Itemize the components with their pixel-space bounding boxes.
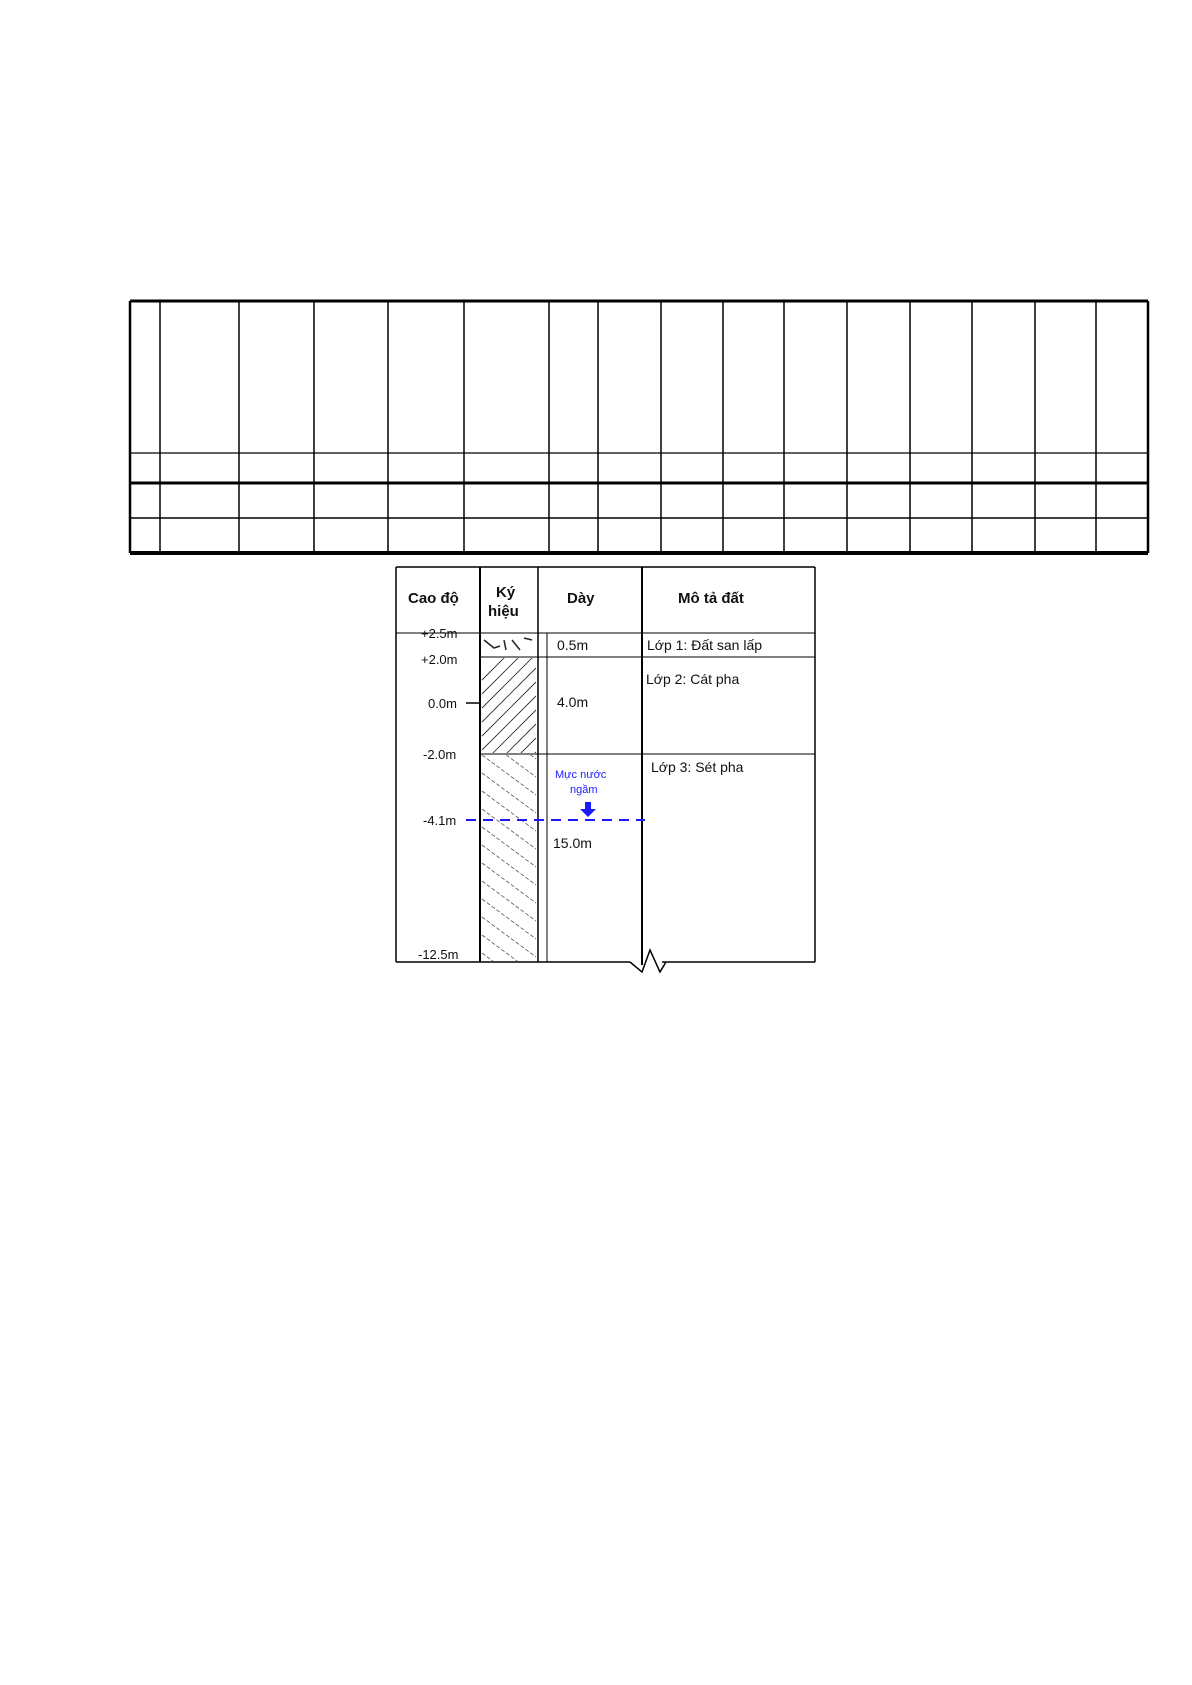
elevation-label: +2.0m	[421, 652, 458, 667]
hatch-line	[481, 658, 519, 695]
hatch-line	[492, 709, 537, 753]
hatch-line	[482, 683, 536, 723]
hatch-line	[529, 755, 537, 760]
hatch-line	[482, 1007, 536, 1047]
hatch-line	[481, 862, 537, 904]
hatch-line	[481, 934, 518, 961]
hatch-line	[520, 737, 537, 753]
header-symbol-2: hiệu	[488, 603, 519, 620]
hatch-line	[534, 751, 537, 753]
groundwater-label-2: ngầm	[570, 784, 598, 796]
layer-3-thickness: 15.0m	[553, 835, 592, 851]
layer-3-description: Lớp 3: Sét pha	[651, 759, 744, 775]
hatch-line	[481, 826, 537, 868]
log-frame	[395, 566, 816, 974]
header-description: Mô tả đất	[678, 590, 744, 607]
elevation-label: -12.5m	[418, 947, 458, 962]
layer-2-thickness: 4.0m	[557, 694, 588, 710]
hatch-line	[506, 723, 537, 753]
elevation-label: -2.0m	[423, 747, 456, 762]
hatch-line	[481, 667, 537, 723]
clay-hatch	[481, 683, 537, 1101]
layer-1-description: Lớp 1: Đất san lấp	[647, 637, 762, 653]
layer-1-thickness: 0.5m	[557, 637, 588, 653]
hatch-line	[481, 952, 494, 961]
hatch-line	[481, 916, 537, 958]
hatch-line	[481, 755, 537, 796]
down-arrow-icon	[580, 802, 596, 817]
hatch-line	[481, 681, 537, 737]
hatch-line	[482, 1025, 536, 1065]
hatch-line	[482, 989, 536, 1029]
hatch-line	[505, 755, 537, 778]
hatch-line	[482, 1061, 536, 1101]
hatch-line	[481, 790, 537, 832]
fill-symbol	[483, 637, 533, 651]
hatch-line	[481, 772, 537, 814]
hatch-line	[481, 898, 537, 940]
hatch-line	[481, 695, 537, 751]
layer-2-description: Lớp 2: Cát pha	[646, 671, 739, 687]
header-elevation: Cao độ	[408, 590, 459, 607]
hatch-line	[482, 971, 536, 1011]
elevation-label: 0.0m	[428, 696, 457, 711]
hatch-line	[482, 1043, 536, 1083]
hatch-line	[481, 658, 533, 709]
break-symbol	[629, 948, 667, 974]
hatch-line	[482, 701, 536, 741]
hatch-line	[481, 844, 537, 886]
elevation-label: -4.1m	[423, 813, 456, 828]
header-symbol-1: Ký	[496, 584, 516, 601]
hatch-line	[481, 808, 537, 850]
groundwater-label-1: Mực nước	[555, 769, 607, 781]
header-thickness: Dày	[567, 590, 595, 607]
elevation-label: +2.5m	[421, 626, 458, 641]
hatch-line	[481, 658, 505, 681]
sand-hatch	[481, 658, 537, 753]
hatch-line	[481, 880, 537, 922]
